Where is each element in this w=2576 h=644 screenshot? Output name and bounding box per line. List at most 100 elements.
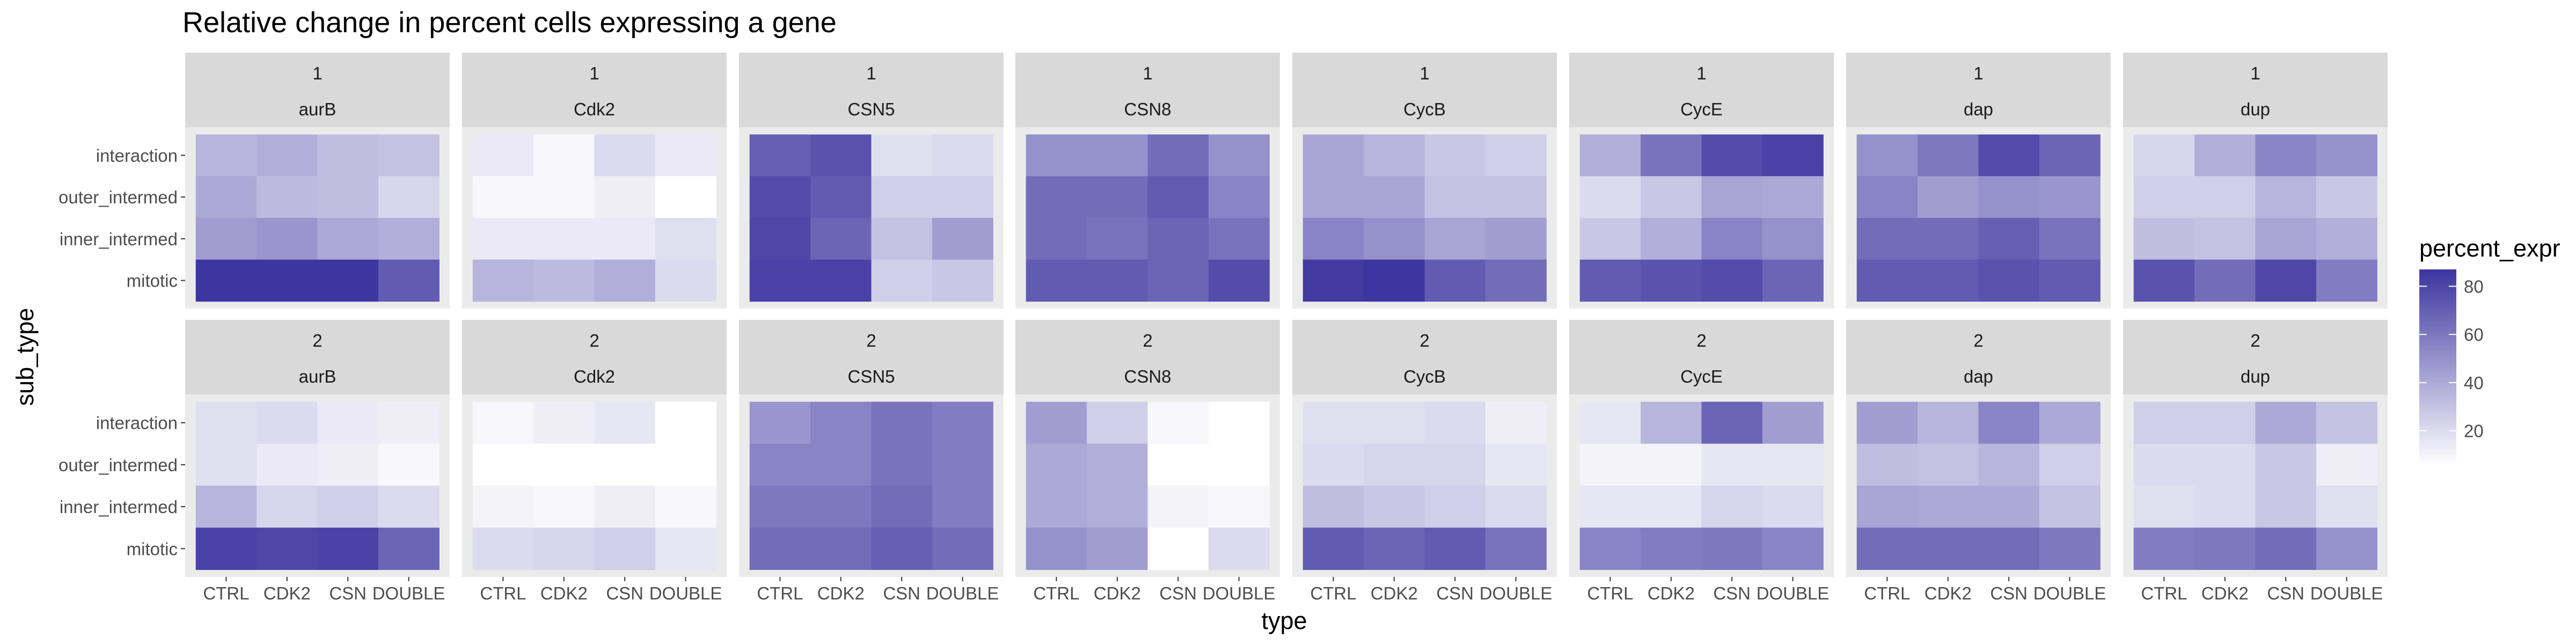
heatmap-cell — [1856, 176, 1918, 218]
facet-row-label: 1 — [1973, 63, 1983, 83]
heatmap-cell — [810, 486, 872, 528]
heatmap-cell — [257, 218, 318, 260]
heatmap-cell — [1641, 134, 1702, 177]
legend-gradient-step — [2419, 418, 2456, 421]
facet-strip — [462, 320, 727, 394]
legend-gradient-step — [2419, 326, 2456, 330]
heatmap-cell — [871, 218, 933, 260]
heatmap-cell — [810, 218, 872, 260]
legend-gradient-step — [2419, 442, 2456, 445]
heatmap-cell — [2133, 528, 2195, 570]
x-tick-label: CSN — [1713, 583, 1751, 603]
heatmap-cell — [1026, 218, 1087, 260]
legend-gradient-step — [2419, 279, 2456, 282]
legend-gradient-step — [2419, 380, 2456, 384]
heatmap-cell — [1364, 176, 1425, 218]
heatmap-cell — [2316, 134, 2377, 177]
heatmap-cell — [1641, 401, 1702, 444]
heatmap-cell — [2133, 176, 2195, 218]
heatmap-cell — [195, 528, 257, 570]
heatmap-cell — [1579, 259, 1641, 302]
x-tick-label: CDK2 — [1094, 583, 1141, 603]
panel-1-CSN5: 1 CSN5 — [739, 53, 1004, 309]
heatmap-cell — [1918, 401, 1979, 444]
legend-gradient-step — [2419, 353, 2456, 356]
legend-gradient-step — [2419, 272, 2456, 275]
heatmap-cell — [257, 176, 318, 218]
heatmap-cell — [378, 443, 440, 486]
heatmap-cell — [1302, 176, 1364, 218]
heatmap-cell — [871, 134, 933, 177]
heatmap-cell — [1579, 134, 1641, 177]
heatmap-cell — [1579, 443, 1641, 486]
heatmap-cell — [1978, 134, 2040, 177]
heatmap-cell — [1147, 134, 1209, 177]
heatmap-cell — [317, 401, 379, 444]
legend-gradient-step — [2419, 338, 2456, 342]
heatmap-cell — [749, 176, 811, 218]
heatmap-cell — [594, 134, 656, 177]
heatmap-cell — [932, 218, 993, 260]
heatmap-cell — [1485, 176, 1547, 218]
heatmap-cell — [317, 218, 379, 260]
facet-gene-label: CSN5 — [847, 367, 895, 386]
facet-strip — [1292, 320, 1557, 394]
heatmap-cell — [1147, 259, 1209, 302]
legend-gradient-step — [2419, 444, 2456, 448]
legend-gradient-step — [2419, 276, 2456, 280]
legend-gradient-step — [2419, 328, 2456, 332]
x-tick-label: CDK2 — [540, 583, 588, 603]
heatmap-cell — [1087, 443, 1148, 486]
legend-colorbar — [2419, 269, 2456, 467]
heatmap-cell — [1087, 134, 1148, 177]
panel-2-CSN8: 2 CSN8 — [1015, 320, 1280, 577]
heatmap-cell — [2194, 401, 2256, 444]
facet-strip — [185, 320, 450, 394]
legend-gradient-step — [2419, 373, 2456, 376]
heatmap-cell — [1485, 218, 1547, 260]
heatmap-cell — [1087, 259, 1148, 302]
heatmap-cell — [2194, 486, 2256, 528]
heatmap-cell — [1641, 176, 1702, 218]
heatmap-cell — [1026, 486, 1087, 528]
facet-row-label: 2 — [589, 331, 599, 350]
heatmap-cell — [257, 259, 318, 302]
facet-strip — [1015, 53, 1280, 127]
legend-gradient-step — [2419, 333, 2456, 336]
heatmap-cell — [1424, 134, 1486, 177]
heatmap-cell — [2133, 486, 2195, 528]
panel-2-CycE: 2 CycE — [1569, 320, 1834, 577]
heatmap-cell — [1302, 134, 1364, 177]
legend: percent_expr 20 40 60 80 — [2419, 235, 2560, 467]
heatmap-cell — [749, 528, 811, 570]
heatmap-cell — [1978, 528, 2040, 570]
legend-gradient-step — [2419, 383, 2456, 386]
heatmap-cell — [2194, 528, 2256, 570]
legend-gradient-step — [2419, 378, 2456, 381]
legend-gradient-step — [2419, 407, 2456, 411]
x-tick-label: CDK2 — [1924, 583, 1972, 603]
heatmap-cell — [1701, 134, 1763, 177]
facet-strip — [739, 320, 1004, 394]
heatmap-cell — [871, 528, 933, 570]
x-tick-label: CDK2 — [1371, 583, 1418, 603]
heatmap-cell — [472, 486, 534, 528]
heatmap-cell — [655, 401, 716, 444]
legend-gradient-step — [2419, 341, 2456, 344]
legend-gradient-step — [2419, 284, 2456, 287]
heatmap-cell — [195, 486, 257, 528]
heatmap-cell — [655, 486, 716, 528]
heatmap-cell — [1641, 443, 1702, 486]
heatmap-cell — [1978, 259, 2040, 302]
legend-gradient-step — [2419, 425, 2456, 428]
heatmap-cell — [533, 486, 595, 528]
x-tick-label: CSN — [606, 583, 643, 603]
heatmap-cell — [1302, 218, 1364, 260]
legend-gradient-step — [2419, 385, 2456, 389]
legend-gradient-step — [2419, 449, 2456, 453]
facet-gene-label: aurB — [299, 99, 336, 119]
heatmap-cell — [1641, 259, 1702, 302]
heatmap-cell — [749, 218, 811, 260]
facet-strip — [462, 53, 727, 127]
